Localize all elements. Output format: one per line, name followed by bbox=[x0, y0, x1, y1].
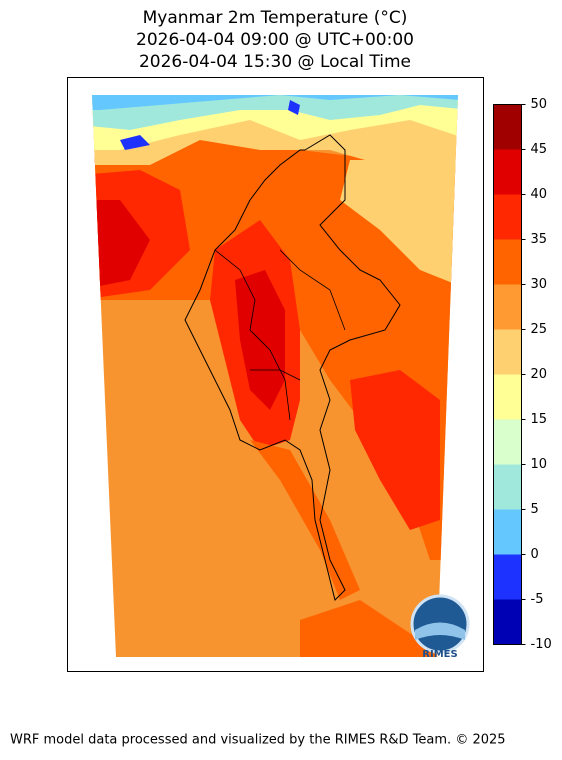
colorbar-segment bbox=[493, 194, 522, 240]
colorbar-segment bbox=[493, 509, 522, 555]
colorbar-tick-label: 5 bbox=[531, 502, 539, 517]
colorbar-tick-label: -10 bbox=[531, 637, 552, 652]
colorbar-tick-label: 10 bbox=[531, 457, 548, 472]
colorbar-segment bbox=[493, 149, 522, 195]
colorbar-segment bbox=[493, 464, 522, 510]
footer: WRF model data processed and visualized … bbox=[10, 733, 506, 748]
colorbar-tick-label: 25 bbox=[531, 322, 548, 337]
colorbar-tick-label: 40 bbox=[531, 187, 548, 202]
title-line: 2026-04-04 15:30 @ Local Time bbox=[139, 52, 411, 72]
colorbar-tick-label: 15 bbox=[531, 412, 548, 427]
colorbar-tick-label: 0 bbox=[531, 547, 539, 562]
colorbar-tick-label: 45 bbox=[531, 142, 548, 157]
colorbar-tick-label: 50 bbox=[531, 97, 548, 112]
colorbar: -10 -5 0 5 10 15 20 25 30 35 40 45 50 bbox=[493, 97, 552, 652]
map bbox=[92, 95, 458, 657]
colorbar-segment bbox=[493, 284, 522, 330]
colorbar-segment bbox=[493, 239, 522, 285]
logo-text: RIMES bbox=[422, 649, 457, 660]
colorbar-segment bbox=[493, 419, 522, 465]
title-line: 2026-04-04 09:00 @ UTC+00:00 bbox=[136, 30, 414, 50]
colorbar-segment bbox=[493, 104, 522, 150]
colorbar-frame bbox=[493, 104, 522, 645]
title-line: Myanmar 2m Temperature (°C) bbox=[143, 8, 408, 28]
colorbar-segment bbox=[493, 554, 522, 600]
colorbar-tick-label: 20 bbox=[531, 367, 548, 382]
colorbar-tick-label: -5 bbox=[531, 592, 544, 607]
colorbar-segment bbox=[493, 374, 522, 420]
colorbar-tick-label: 30 bbox=[531, 277, 548, 292]
map-frame bbox=[67, 77, 484, 672]
colorbar-segment bbox=[493, 329, 522, 375]
logo: RIMES bbox=[410, 594, 470, 660]
colorbar-segment bbox=[493, 599, 522, 645]
colorbar-tick-label: 35 bbox=[531, 232, 548, 247]
